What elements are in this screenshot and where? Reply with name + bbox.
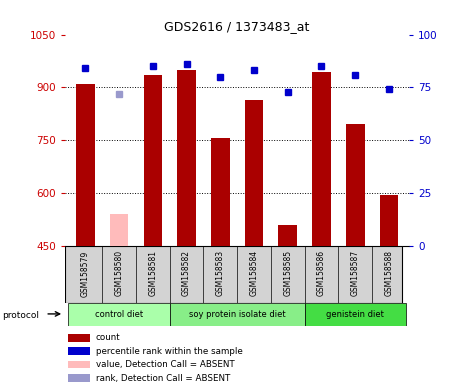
Bar (170, 303, 305, 326)
Text: count: count (96, 333, 120, 343)
Text: GSM158579: GSM158579 (81, 250, 90, 296)
Bar (346, 124, 365, 246)
Bar (68, 348, 90, 355)
Bar (68, 374, 90, 382)
Text: control diet: control diet (95, 310, 143, 319)
Bar (380, 195, 398, 246)
Text: percentile rank within the sample: percentile rank within the sample (96, 347, 243, 356)
Text: value, Detection Call = ABSENT: value, Detection Call = ABSENT (96, 360, 234, 369)
Text: GSM158588: GSM158588 (385, 250, 393, 296)
Title: GDS2616 / 1373483_at: GDS2616 / 1373483_at (165, 20, 310, 33)
Bar (305, 303, 406, 326)
Bar (211, 138, 230, 246)
Text: rank, Detection Call = ABSENT: rank, Detection Call = ABSENT (96, 374, 230, 383)
Bar (110, 214, 128, 246)
Text: GSM158584: GSM158584 (250, 250, 259, 296)
Text: GSM158580: GSM158580 (114, 250, 124, 296)
Text: GSM158582: GSM158582 (182, 250, 191, 296)
Bar (144, 75, 162, 246)
Bar (76, 84, 94, 246)
Text: GSM158583: GSM158583 (216, 250, 225, 296)
Bar (177, 70, 196, 246)
Bar (68, 303, 170, 326)
Bar (312, 71, 331, 246)
Text: GSM158586: GSM158586 (317, 250, 326, 296)
Bar (245, 100, 263, 246)
Text: protocol: protocol (2, 311, 40, 320)
Bar (68, 361, 90, 368)
Bar (68, 334, 90, 342)
Text: soy protein isolate diet: soy protein isolate diet (189, 310, 286, 319)
Text: GSM158585: GSM158585 (283, 250, 292, 296)
Bar (279, 225, 297, 246)
Text: genistein diet: genistein diet (326, 310, 384, 319)
Text: GSM158587: GSM158587 (351, 250, 360, 296)
Text: GSM158581: GSM158581 (148, 250, 157, 296)
